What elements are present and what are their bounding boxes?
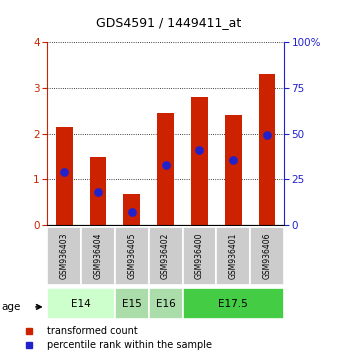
Bar — [115, 227, 149, 285]
Text: E15: E15 — [122, 298, 142, 309]
Text: transformed count: transformed count — [47, 326, 138, 336]
Bar — [183, 227, 216, 285]
Text: GSM936403: GSM936403 — [60, 233, 69, 279]
Text: E14: E14 — [71, 298, 91, 309]
Text: GSM936405: GSM936405 — [127, 233, 136, 279]
Point — [231, 157, 236, 162]
Point — [264, 132, 270, 138]
Text: age: age — [2, 302, 21, 312]
Bar — [123, 194, 140, 225]
Text: GDS4591 / 1449411_at: GDS4591 / 1449411_at — [96, 17, 242, 29]
Text: GSM936401: GSM936401 — [229, 233, 238, 279]
Bar — [225, 115, 242, 225]
Point — [95, 189, 101, 195]
Point — [129, 210, 135, 215]
Text: E17.5: E17.5 — [218, 298, 248, 309]
Point — [163, 162, 168, 167]
Point — [197, 148, 202, 153]
Text: percentile rank within the sample: percentile rank within the sample — [47, 340, 212, 350]
Text: GSM936402: GSM936402 — [161, 233, 170, 279]
Bar — [47, 289, 115, 319]
Point — [62, 170, 67, 175]
Text: GSM936406: GSM936406 — [263, 233, 271, 279]
Bar — [191, 97, 208, 225]
Bar — [81, 227, 115, 285]
Bar — [90, 157, 106, 225]
Bar — [157, 113, 174, 225]
Bar — [259, 74, 275, 225]
Bar — [149, 227, 183, 285]
Bar — [183, 289, 284, 319]
Bar — [250, 227, 284, 285]
Bar — [47, 227, 81, 285]
Bar — [149, 289, 183, 319]
Text: E16: E16 — [156, 298, 175, 309]
Text: GSM936404: GSM936404 — [94, 233, 102, 279]
Bar — [216, 227, 250, 285]
Bar — [115, 289, 149, 319]
Text: GSM936400: GSM936400 — [195, 233, 204, 279]
Bar — [56, 127, 73, 225]
